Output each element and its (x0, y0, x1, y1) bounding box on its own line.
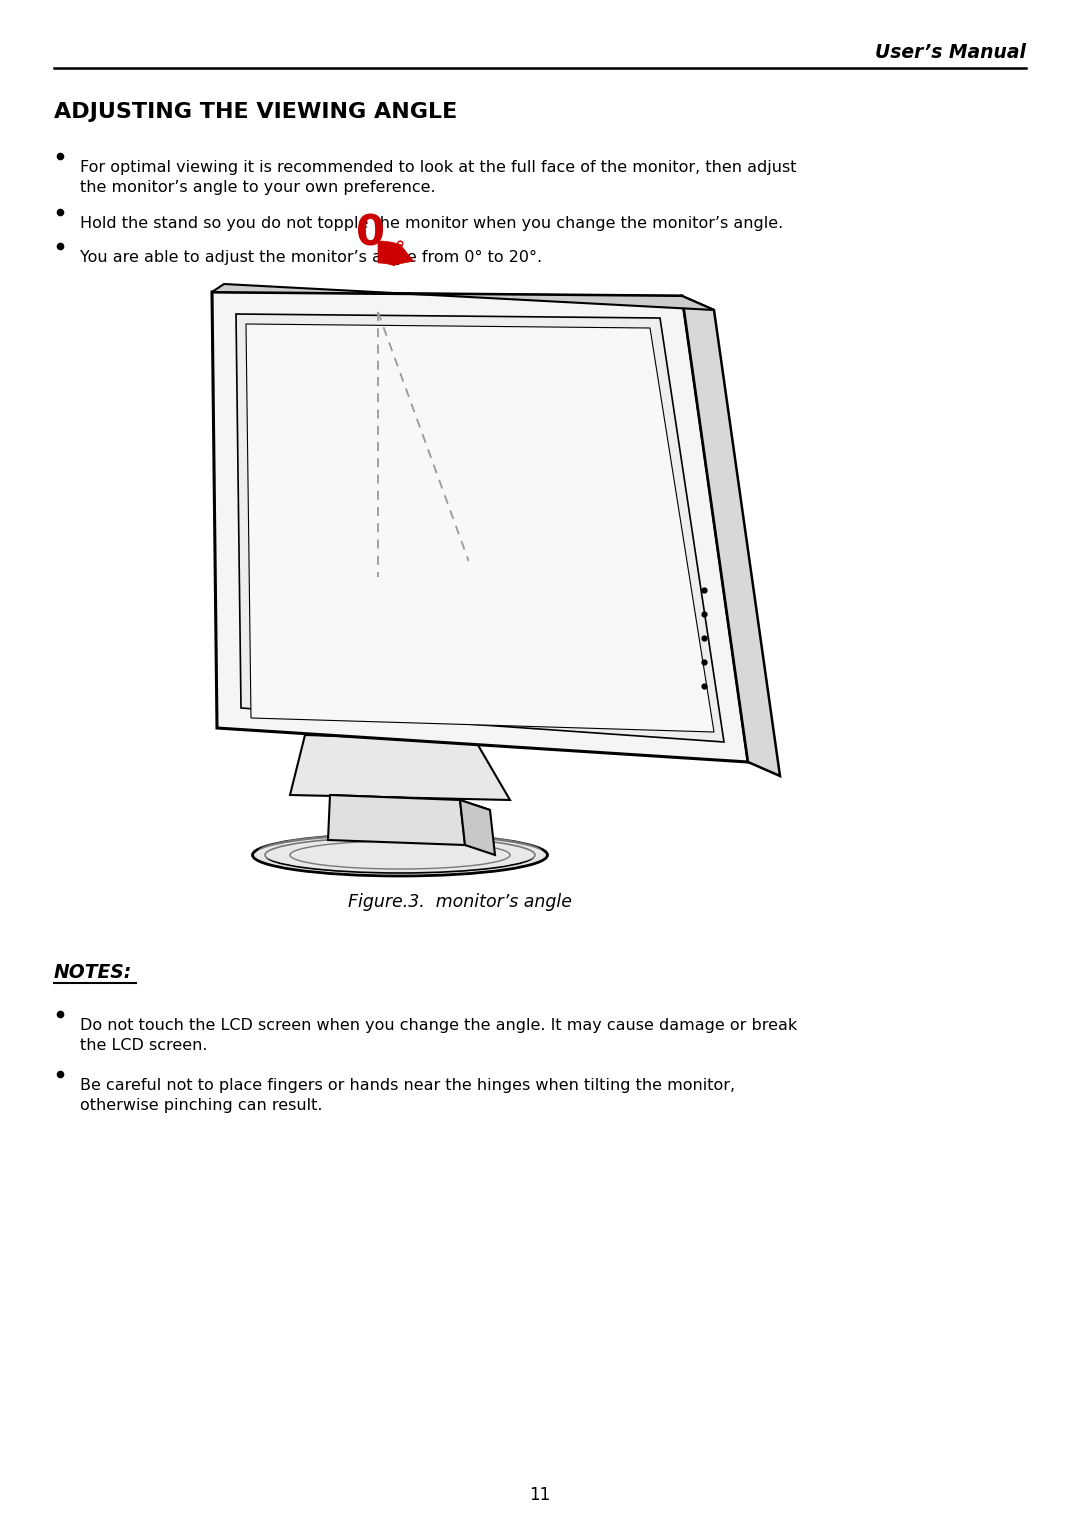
Polygon shape (328, 795, 465, 845)
Polygon shape (246, 324, 714, 732)
Ellipse shape (257, 833, 542, 871)
Text: For optimal viewing it is recommended to look at the full face of the monitor, t: For optimal viewing it is recommended to… (80, 160, 797, 194)
Polygon shape (212, 292, 748, 762)
Text: ADJUSTING THE VIEWING ANGLE: ADJUSTING THE VIEWING ANGLE (54, 102, 457, 122)
Polygon shape (291, 735, 510, 801)
Text: NOTES:: NOTES: (54, 963, 132, 981)
Polygon shape (460, 801, 495, 856)
Text: Hold the stand so you do not topple the monitor when you change the monitor’s an: Hold the stand so you do not topple the … (80, 215, 783, 231)
Text: Be careful not to place fingers or hands near the hinges when tilting the monito: Be careful not to place fingers or hands… (80, 1077, 735, 1114)
Polygon shape (395, 246, 414, 264)
Ellipse shape (253, 834, 548, 876)
Text: 11: 11 (529, 1487, 551, 1504)
Text: 20: 20 (460, 309, 518, 351)
Text: °: ° (508, 312, 518, 332)
Text: °: ° (395, 240, 405, 260)
Polygon shape (378, 241, 402, 266)
Text: Figure.3.  monitor’s angle: Figure.3. monitor’s angle (348, 892, 572, 911)
Polygon shape (681, 296, 780, 776)
Polygon shape (237, 313, 724, 743)
Text: Do not touch the LCD screen when you change the angle. It may cause damage or br: Do not touch the LCD screen when you cha… (80, 1018, 797, 1053)
Text: You are able to adjust the monitor’s angle from 0° to 20°.: You are able to adjust the monitor’s ang… (80, 251, 542, 264)
Text: User’s Manual: User’s Manual (875, 43, 1026, 61)
Text: 0: 0 (355, 212, 384, 254)
Polygon shape (330, 795, 490, 810)
Polygon shape (212, 284, 714, 310)
